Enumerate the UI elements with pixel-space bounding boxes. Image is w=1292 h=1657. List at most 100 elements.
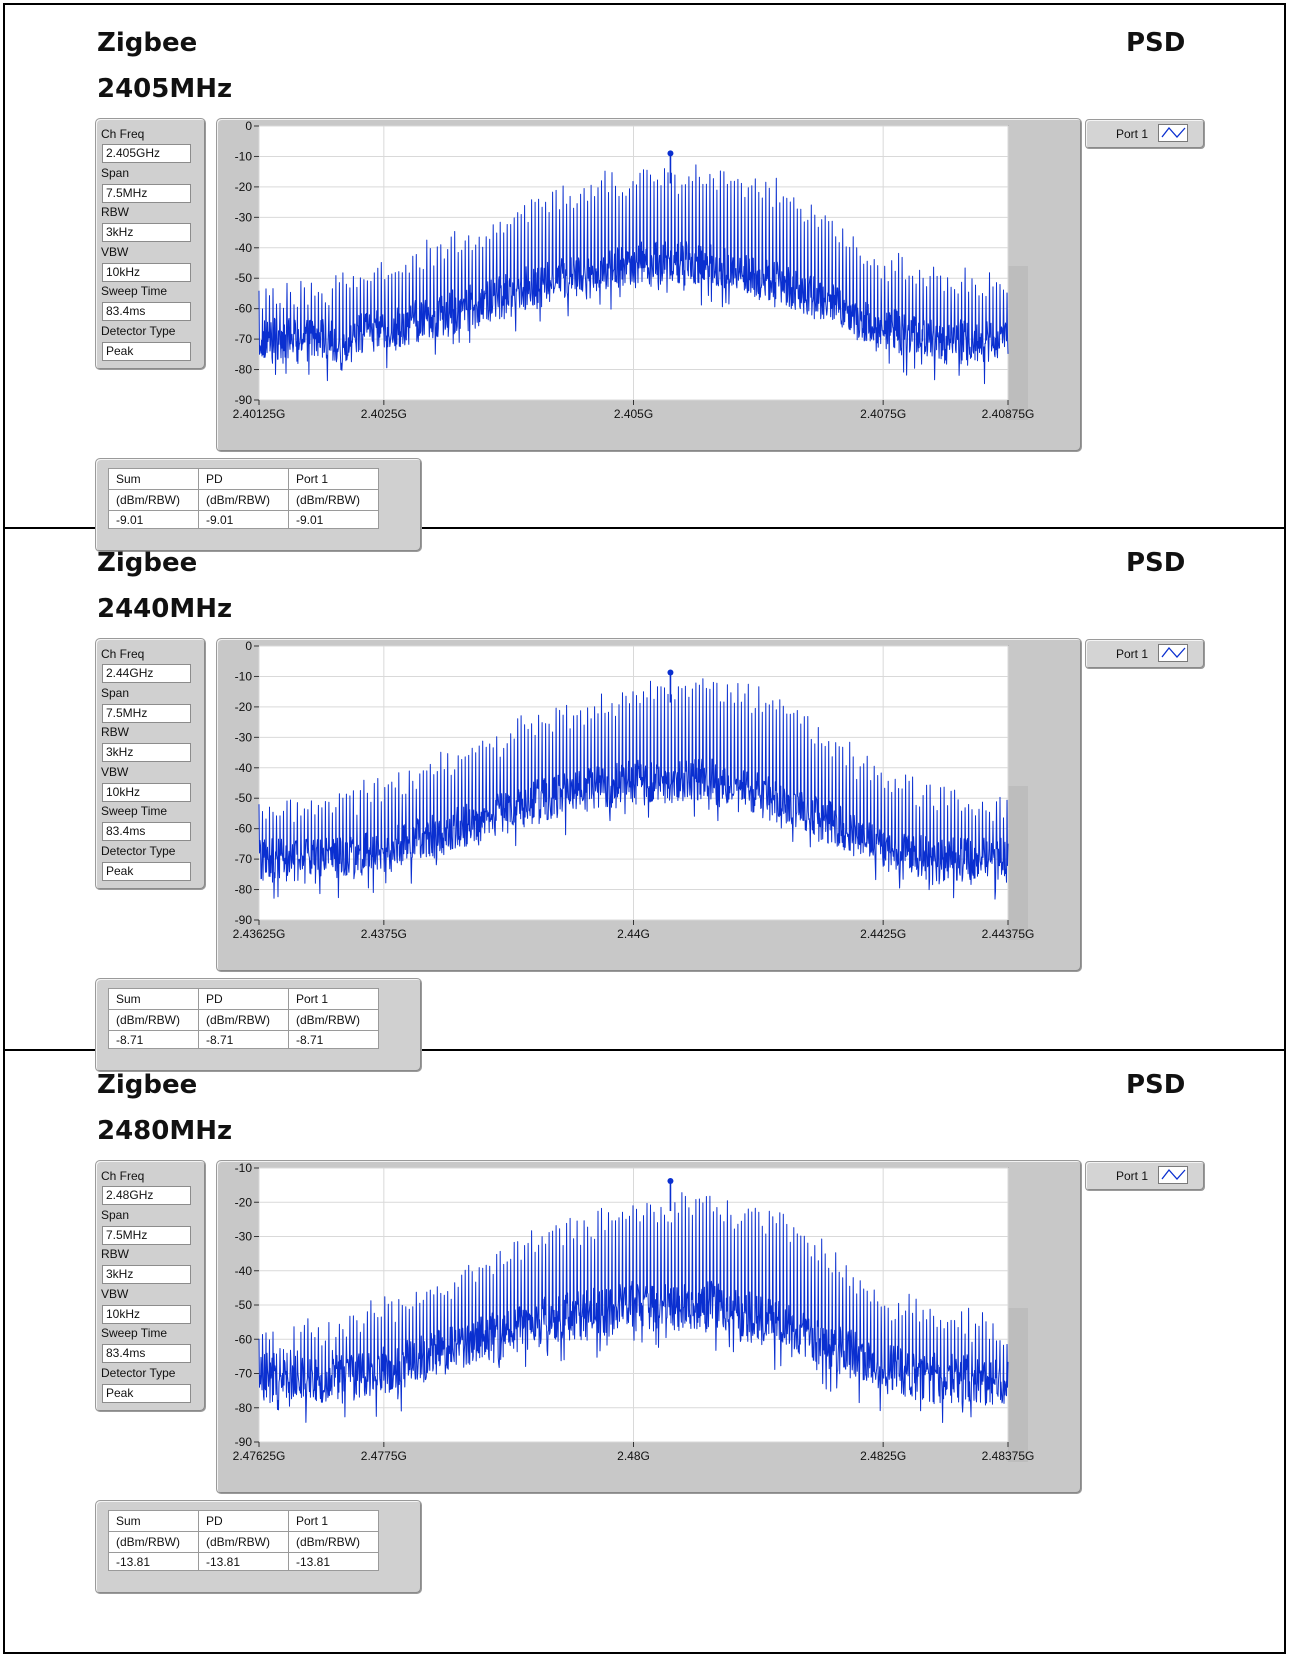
setting-label: Span bbox=[101, 166, 130, 180]
table-row: -13.81 -13.81 -13.81 bbox=[108, 1552, 379, 1571]
setting-label: Ch Freq bbox=[101, 1169, 145, 1183]
setting-label: Detector Type bbox=[101, 1366, 176, 1380]
y-tick-label: -10 bbox=[235, 669, 253, 683]
protocol-label: Zigbee bbox=[97, 1070, 198, 1100]
setting-value-field[interactable]: 2.405GHz bbox=[102, 144, 191, 163]
y-tick-label: -80 bbox=[235, 1401, 253, 1415]
x-tick-label: 2.48G bbox=[617, 1449, 650, 1463]
x-tick-label: 2.40125G bbox=[233, 407, 286, 421]
channel-frequency-title: 2440MHz bbox=[97, 594, 233, 624]
y-tick-label: -80 bbox=[235, 363, 253, 377]
results-table-panel: Sum PD Port 1 (dBm/RBW) (dBm/RBW) (dBm/RBW) -9… bbox=[95, 458, 422, 552]
psd-graph[interactable]: 0 -10 -20 -30 -40 -50 -60 -70 -80 -90 2.43625G 2.43… bbox=[216, 638, 1082, 972]
results-table: Sum PD Port 1 (dBm/RBW) (dBm/RBW) (dBm/RBW) -1… bbox=[108, 1510, 379, 1571]
settings-panel: Ch Freq 2.44GHz Span 7.5MHz RBW 3kHz VBW 10kHz S… bbox=[95, 638, 206, 890]
setting-value-field[interactable]: 10kHz bbox=[102, 783, 191, 802]
table-header-cell: Sum bbox=[108, 988, 199, 1010]
table-header-cell: Port 1 bbox=[288, 1510, 379, 1532]
x-tick-label: 2.4825G bbox=[860, 1449, 906, 1463]
graph-frame-strip bbox=[1008, 1308, 1028, 1462]
y-tick-label: -90 bbox=[235, 1435, 253, 1449]
y-tick-label: -40 bbox=[235, 761, 253, 775]
table-row: Sum PD Port 1 bbox=[108, 988, 379, 1010]
y-tick-label: -30 bbox=[235, 1230, 253, 1244]
setting-value-field[interactable]: 83.4ms bbox=[102, 1344, 191, 1363]
y-tick-label: -50 bbox=[235, 271, 253, 285]
y-tick-label: -30 bbox=[235, 210, 253, 224]
y-tick-label: -70 bbox=[235, 1367, 253, 1381]
x-tick-label: 2.44375G bbox=[982, 927, 1035, 941]
setting-value-field[interactable]: 10kHz bbox=[102, 263, 191, 282]
measurement-label: PSD bbox=[1126, 548, 1186, 578]
x-tick-label: 2.405G bbox=[614, 407, 653, 421]
x-tick-label: 2.44G bbox=[617, 927, 650, 941]
setting-label: RBW bbox=[101, 1247, 129, 1261]
table-header-cell: PD bbox=[198, 468, 289, 490]
setting-label: Ch Freq bbox=[101, 647, 145, 661]
legend-label: Port 1 bbox=[1116, 127, 1149, 141]
table-unit-cell: (dBm/RBW) bbox=[198, 1009, 289, 1031]
peak-marker-point bbox=[667, 150, 674, 157]
setting-value-field[interactable]: 2.44GHz bbox=[102, 664, 191, 683]
measurement-section: Zigbee PSD 2405MHz Ch Freq 2.405GHz Span 7.5MH… bbox=[0, 0, 1292, 552]
psd-chart-canvas: 0 -10 -20 -30 -40 -50 -60 -70 -80 -902.43625G 2.43… bbox=[233, 639, 1035, 941]
y-tick-label: -80 bbox=[235, 883, 253, 897]
setting-label: Ch Freq bbox=[101, 127, 145, 141]
setting-value-field[interactable]: Peak bbox=[102, 1384, 191, 1403]
series-trace bbox=[258, 1192, 1009, 1423]
plot-legend[interactable]: Port 1 bbox=[1085, 639, 1205, 669]
trace-style-icon[interactable] bbox=[1158, 124, 1188, 142]
protocol-label: Zigbee bbox=[97, 548, 198, 578]
table-header-cell: Port 1 bbox=[288, 468, 379, 490]
table-row: Sum PD Port 1 bbox=[108, 1510, 379, 1532]
trace-style-icon[interactable] bbox=[1158, 644, 1188, 662]
y-tick-label: -70 bbox=[235, 852, 253, 866]
table-value-cell: -13.81 bbox=[198, 1552, 289, 1571]
table-row: (dBm/RBW) (dBm/RBW) (dBm/RBW) bbox=[108, 489, 379, 511]
setting-value-field[interactable]: 10kHz bbox=[102, 1305, 191, 1324]
table-value-cell: -8.71 bbox=[108, 1030, 199, 1049]
table-unit-cell: (dBm/RBW) bbox=[108, 1531, 199, 1553]
trace-style-icon[interactable] bbox=[1158, 1166, 1188, 1184]
y-tick-label: -20 bbox=[235, 180, 253, 194]
setting-value-field[interactable]: 7.5MHz bbox=[102, 1226, 191, 1245]
setting-value-field[interactable]: 83.4ms bbox=[102, 822, 191, 841]
table-header-cell: PD bbox=[198, 1510, 289, 1532]
table-unit-cell: (dBm/RBW) bbox=[198, 1531, 289, 1553]
series-trace bbox=[258, 164, 1009, 385]
report-frame bbox=[3, 3, 1286, 1654]
psd-graph[interactable]: -10 -20 -30 -40 -50 -60 -70 -80 -90 2.47625G 2.477… bbox=[216, 1160, 1082, 1494]
setting-value-field[interactable]: Peak bbox=[102, 862, 191, 881]
y-tick-label: -20 bbox=[235, 700, 253, 714]
setting-value-field[interactable]: 3kHz bbox=[102, 743, 191, 762]
y-tick-label: 0 bbox=[245, 639, 252, 653]
plot-legend[interactable]: Port 1 bbox=[1085, 1161, 1205, 1191]
settings-panel: Ch Freq 2.405GHz Span 7.5MHz RBW 3kHz VBW 10kHz… bbox=[95, 118, 206, 370]
measurement-label: PSD bbox=[1126, 1070, 1186, 1100]
results-table-panel: Sum PD Port 1 (dBm/RBW) (dBm/RBW) (dBm/RBW) -1… bbox=[95, 1500, 422, 1594]
channel-frequency-title: 2480MHz bbox=[97, 1116, 233, 1146]
setting-label: RBW bbox=[101, 725, 129, 739]
table-value-cell: -13.81 bbox=[288, 1552, 379, 1571]
psd-graph[interactable]: 0 -10 -20 -30 -40 -50 -60 -70 -80 -90 2.40125G 2.40… bbox=[216, 118, 1082, 452]
setting-value-field[interactable]: 3kHz bbox=[102, 223, 191, 242]
x-tick-label: 2.4375G bbox=[361, 927, 407, 941]
setting-label: Span bbox=[101, 1208, 130, 1222]
table-unit-cell: (dBm/RBW) bbox=[198, 489, 289, 511]
table-row: -8.71 -8.71 -8.71 bbox=[108, 1030, 379, 1049]
y-tick-label: -50 bbox=[235, 791, 253, 805]
setting-label: Detector Type bbox=[101, 844, 176, 858]
setting-value-field[interactable]: 83.4ms bbox=[102, 302, 191, 321]
measurement-section: Zigbee PSD 2480MHz Ch Freq 2.48GHz Span 7.5MHz… bbox=[0, 1042, 1292, 1594]
setting-value-field[interactable]: Peak bbox=[102, 342, 191, 361]
y-tick-label: -70 bbox=[235, 332, 253, 346]
plot-legend[interactable]: Port 1 bbox=[1085, 119, 1205, 149]
setting-value-field[interactable]: 7.5MHz bbox=[102, 184, 191, 203]
y-tick-label: -10 bbox=[235, 149, 253, 163]
setting-label: Sweep Time bbox=[101, 804, 168, 818]
table-unit-cell: (dBm/RBW) bbox=[108, 1009, 199, 1031]
setting-value-field[interactable]: 2.48GHz bbox=[102, 1186, 191, 1205]
protocol-label: Zigbee bbox=[97, 28, 198, 58]
setting-value-field[interactable]: 3kHz bbox=[102, 1265, 191, 1284]
setting-value-field[interactable]: 7.5MHz bbox=[102, 704, 191, 723]
